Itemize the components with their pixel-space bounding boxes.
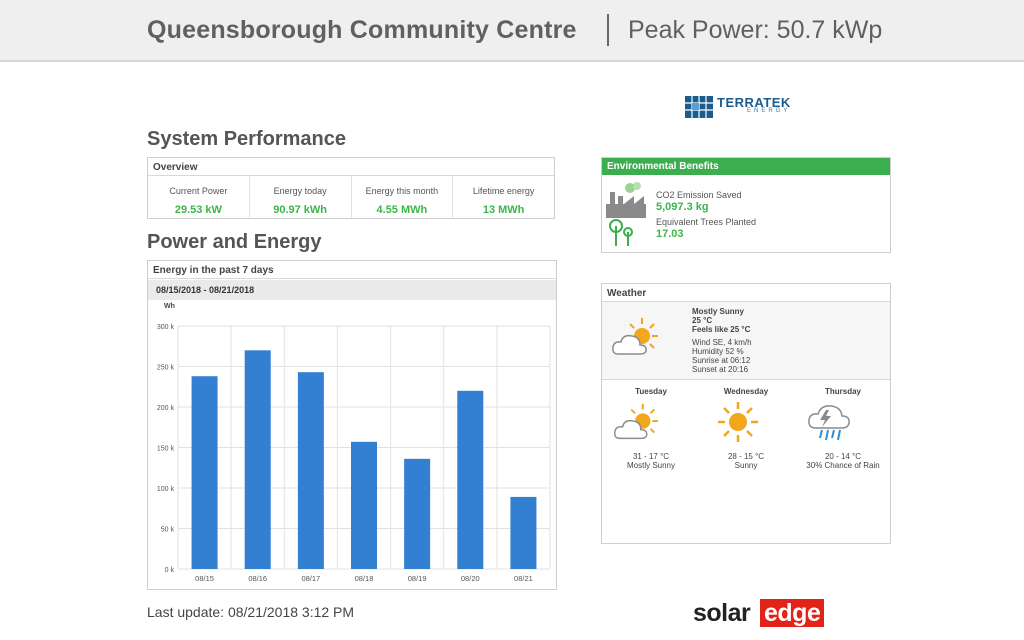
y-tick-label: 150 k bbox=[157, 446, 175, 453]
energy-bar[interactable] bbox=[510, 496, 537, 569]
co2-label: CO2 Emission Saved bbox=[656, 190, 742, 200]
forecast-temp: 31 - 17 °C bbox=[632, 452, 670, 461]
power-energy-title: Power and Energy bbox=[147, 231, 322, 253]
forecast-desc: Mostly Sunny bbox=[626, 461, 676, 470]
kpi-lifetime-energy: Lifetime energy 13 MWh bbox=[453, 176, 554, 218]
storm-rain-icon bbox=[808, 405, 850, 441]
current-weather: Mostly Sunny 25 °C Feels like 25 °C Wind… bbox=[602, 302, 890, 380]
kpi-label: Energy this month bbox=[365, 186, 439, 196]
brand-part-b: edge bbox=[760, 599, 825, 627]
kpi-value: 4.55 MWh bbox=[376, 204, 428, 216]
solaredge-logo: solar edge bbox=[693, 599, 825, 627]
x-tick-label: 08/20 bbox=[461, 574, 480, 583]
forecast-day: Wednesday bbox=[723, 387, 769, 396]
sun-icon bbox=[718, 402, 758, 442]
kpi-label: Energy today bbox=[273, 186, 327, 196]
factory-trees-icon bbox=[606, 182, 646, 246]
kpi-label: Lifetime energy bbox=[472, 186, 535, 196]
y-tick-label: 50 k bbox=[161, 527, 175, 534]
kpi-current-power: Current Power 29.53 kW bbox=[148, 176, 250, 218]
last-update: Last update: 08/21/2018 3:12 PM bbox=[147, 604, 355, 620]
terratek-logo: TERRATEK ENERGY bbox=[685, 94, 809, 120]
weather-panel: Weather Mostly Sunny 25 °C Feels like 25… bbox=[601, 283, 891, 544]
kpi-row: Current Power 29.53 kW Energy today 90.9… bbox=[148, 176, 554, 218]
brand-part-a: solar bbox=[693, 599, 751, 627]
partly-sunny-icon bbox=[614, 403, 659, 440]
trees-label: Equivalent Trees Planted bbox=[656, 217, 757, 227]
energy-bar[interactable] bbox=[244, 350, 271, 569]
x-tick-label: 08/16 bbox=[248, 574, 267, 583]
sunrise: Sunrise at 06:12 bbox=[692, 356, 751, 365]
peak-power: Peak Power: 50.7 kWp bbox=[628, 16, 883, 44]
forecast-day: Tuesday bbox=[635, 387, 667, 396]
energy-chart-title: Energy in the past 7 days bbox=[148, 261, 556, 279]
partly-sunny-icon bbox=[612, 318, 658, 355]
co2-value: 5,097.3 kg bbox=[656, 201, 709, 213]
kpi-label: Current Power bbox=[169, 186, 228, 196]
energy-bar[interactable] bbox=[457, 390, 484, 569]
forecast-temp: 28 - 15 °C bbox=[727, 452, 765, 461]
x-tick-label: 08/21 bbox=[514, 574, 533, 583]
kpi-energy-today: Energy today 90.97 kWh bbox=[250, 176, 352, 218]
overview-title: Overview bbox=[148, 158, 554, 176]
overview-panel: Overview Current Power 29.53 kW Energy t… bbox=[147, 157, 555, 219]
weather-title: Weather bbox=[602, 284, 890, 302]
sunset: Sunset at 20:16 bbox=[692, 365, 749, 374]
logo-name: TERRATEK bbox=[717, 95, 791, 110]
top-header: Queensborough Community Centre Peak Powe… bbox=[0, 0, 1024, 62]
feels-like: Feels like 25 °C bbox=[692, 325, 751, 334]
wind: Wind SE, 4 km/h bbox=[692, 338, 752, 347]
logo-sub: ENERGY bbox=[747, 108, 791, 114]
y-tick-label: 300 k bbox=[157, 324, 175, 331]
forecast-desc: Sunny bbox=[734, 461, 758, 470]
kpi-energy-month: Energy this month 4.55 MWh bbox=[352, 176, 454, 218]
y-tick-label: 200 k bbox=[157, 405, 175, 412]
energy-bar[interactable] bbox=[351, 441, 377, 569]
x-tick-label: 08/17 bbox=[301, 574, 320, 583]
forecast-temp: 20 - 14 °C bbox=[824, 452, 862, 461]
kpi-value: 90.97 kWh bbox=[273, 204, 328, 216]
site-name: Queensborough Community Centre bbox=[147, 16, 577, 44]
x-tick-label: 08/19 bbox=[408, 574, 427, 583]
energy-bar[interactable] bbox=[297, 372, 324, 569]
energy-chart-panel: Energy in the past 7 days 08/15/2018 - 0… bbox=[147, 260, 557, 590]
forecast-day: Thursday bbox=[824, 387, 861, 396]
energy-bar[interactable] bbox=[404, 458, 431, 569]
chart-unit: Wh bbox=[164, 303, 175, 310]
current-temp: 25 °C bbox=[692, 316, 713, 325]
date-range: 08/15/2018 - 08/21/2018 bbox=[148, 280, 556, 300]
header-divider bbox=[607, 14, 609, 46]
forecast-desc: 30% Chance of Rain bbox=[806, 461, 880, 470]
kpi-value: 29.53 kW bbox=[174, 204, 222, 216]
system-performance-title: System Performance bbox=[147, 128, 346, 150]
humidity: Humidity 52 % bbox=[692, 347, 744, 356]
y-tick-label: 100 k bbox=[157, 486, 175, 493]
environmental-panel: Environmental Benefits CO2 Emission Save… bbox=[601, 157, 891, 253]
energy-bar-chart: 0 k 50 k 100 k 150 k 200 k 250 k 300 k 08/15 08/… bbox=[157, 324, 551, 583]
y-tick-label: 250 k bbox=[157, 365, 175, 372]
current-condition: Mostly Sunny bbox=[692, 307, 745, 316]
x-tick-label: 08/15 bbox=[195, 574, 214, 583]
trees-value: 17.03 bbox=[656, 228, 684, 240]
environmental-title: Environmental Benefits bbox=[602, 158, 890, 175]
x-tick-label: 08/18 bbox=[355, 574, 374, 583]
kpi-value: 13 MWh bbox=[482, 204, 525, 216]
solar-panel-logo-icon bbox=[685, 96, 713, 118]
energy-bar[interactable] bbox=[191, 376, 218, 569]
y-tick-label: 0 k bbox=[165, 567, 175, 574]
